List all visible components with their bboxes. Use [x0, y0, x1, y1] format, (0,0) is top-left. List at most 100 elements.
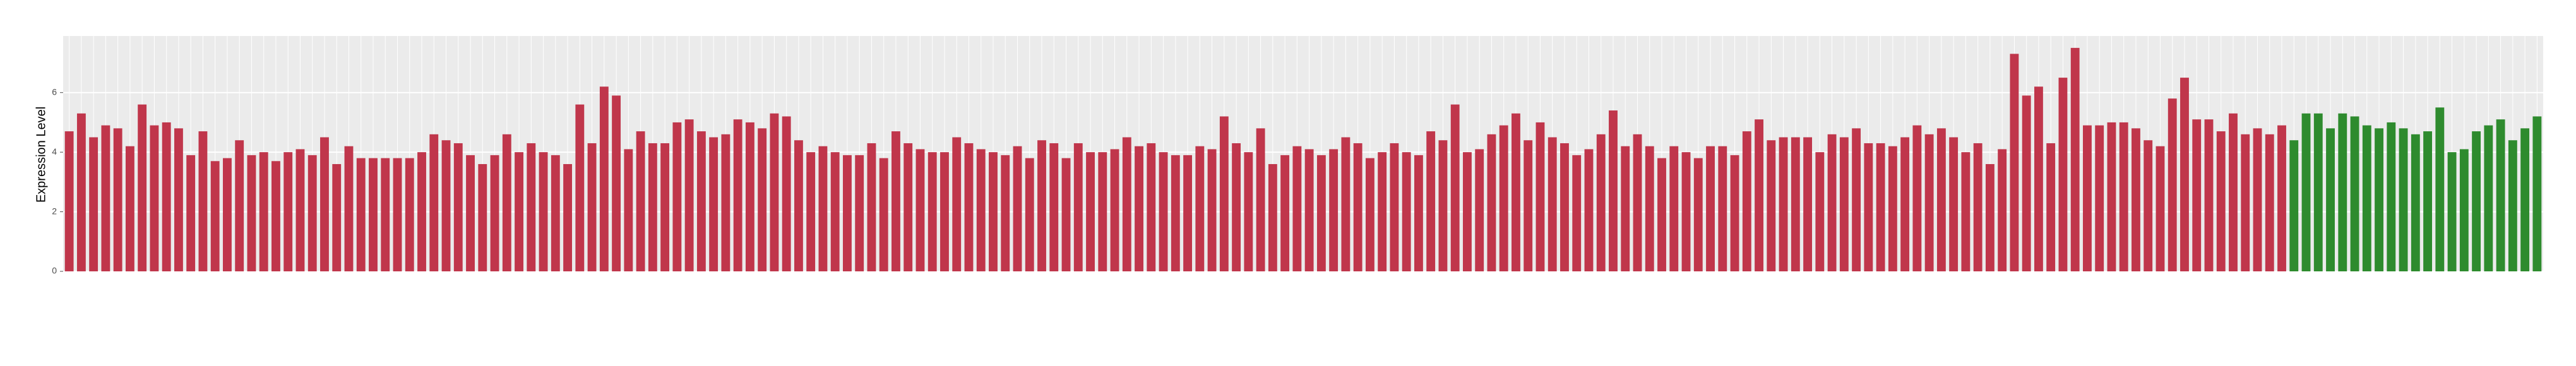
bar: [1438, 140, 1448, 271]
bar: [1232, 143, 1241, 271]
bar: [1767, 140, 1776, 271]
bar: [2046, 143, 2056, 271]
bar: [1183, 155, 1193, 271]
bar: [441, 140, 451, 271]
bar: [684, 119, 694, 271]
bar: [2496, 119, 2505, 271]
bar: [2326, 128, 2335, 271]
y-axis-label: Expression Level: [34, 107, 48, 203]
bar: [1584, 149, 1594, 271]
bar: [2119, 122, 2128, 271]
bar: [356, 158, 366, 271]
bar: [1912, 125, 1922, 271]
y-tick-label: 2: [52, 206, 57, 216]
bar: [490, 155, 499, 271]
bar: [1718, 146, 1727, 271]
bar: [1876, 143, 1885, 271]
bar: [612, 95, 621, 272]
bar: [405, 158, 414, 271]
bar: [2362, 125, 2371, 271]
bar: [818, 146, 828, 271]
bar: [1609, 110, 1618, 271]
bar: [1159, 152, 1168, 271]
y-tick-label: 0: [52, 266, 57, 276]
bar: [174, 128, 183, 271]
bar: [575, 104, 585, 271]
bar: [1572, 155, 1582, 271]
bar: [1098, 152, 1107, 271]
bar: [2459, 149, 2469, 271]
bar: [915, 149, 925, 271]
bar: [1001, 155, 1010, 271]
bar: [295, 149, 305, 271]
bar: [1973, 143, 1983, 271]
y-tick-label: 6: [52, 86, 57, 97]
bar: [1110, 149, 1119, 271]
bar: [830, 152, 840, 271]
bar: [1280, 155, 1290, 271]
bar: [138, 104, 147, 271]
bar: [1390, 143, 1399, 271]
bar: [1353, 143, 1363, 271]
bar: [515, 152, 523, 271]
bar: [891, 131, 900, 271]
bar: [2435, 107, 2445, 271]
bar: [307, 155, 317, 271]
bar: [1547, 137, 1557, 271]
bar: [2095, 125, 2104, 271]
bar: [2168, 98, 2177, 271]
bar: [1135, 146, 1143, 271]
bar: [125, 146, 134, 271]
bar: [344, 146, 354, 271]
bar: [2216, 131, 2226, 271]
bar: [369, 158, 378, 271]
bar: [2301, 113, 2311, 271]
bar: [1936, 128, 1946, 271]
bar: [1122, 137, 1131, 271]
bar: [660, 143, 670, 271]
bar: [1195, 146, 1205, 271]
bar: [1450, 104, 1460, 271]
bar: [1524, 140, 1533, 271]
bar: [2447, 152, 2457, 271]
bar: [709, 137, 719, 271]
bar: [1268, 164, 1277, 271]
bar: [2338, 113, 2347, 271]
bar: [806, 152, 816, 271]
bar: [1998, 149, 2007, 271]
bar: [2399, 128, 2408, 271]
bar: [1487, 134, 1496, 271]
bar: [770, 113, 779, 271]
bar: [113, 128, 122, 271]
bar: [1463, 152, 1472, 271]
bar: [745, 122, 754, 271]
bar: [235, 140, 244, 271]
bar: [1535, 122, 1545, 271]
bar: [2156, 146, 2165, 271]
bar: [381, 158, 390, 271]
bar: [417, 152, 426, 271]
bar: [964, 143, 974, 271]
bar: [2277, 125, 2286, 271]
bar: [1985, 164, 1995, 271]
bar: [453, 143, 463, 271]
bar: [952, 137, 962, 271]
bar: [2472, 131, 2481, 271]
bar: [64, 131, 74, 271]
bar: [1037, 140, 1046, 271]
bar: [903, 143, 913, 271]
bar: [696, 131, 706, 271]
bar: [782, 116, 791, 271]
bar: [2411, 134, 2420, 271]
bar: [1900, 137, 1910, 271]
bar: [2253, 128, 2262, 271]
bar: [1681, 152, 1691, 271]
bar: [1316, 155, 1326, 271]
bar: [1244, 152, 1253, 271]
bar: [1256, 128, 1265, 271]
bar: [76, 113, 86, 271]
bar: [2034, 86, 2043, 272]
y-tick-label: 4: [52, 146, 57, 156]
bar: [1304, 149, 1314, 271]
bar: [150, 125, 159, 271]
